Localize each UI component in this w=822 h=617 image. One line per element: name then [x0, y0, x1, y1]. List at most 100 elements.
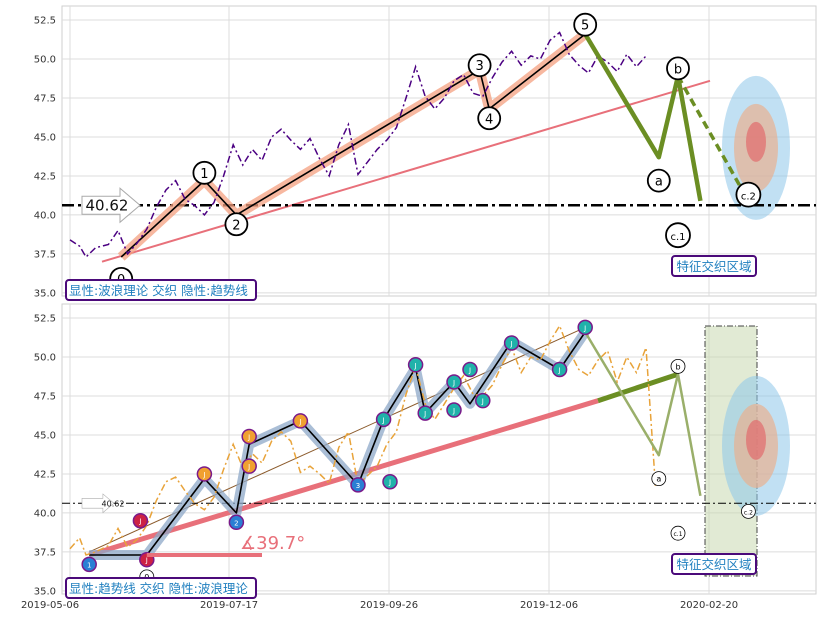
wave-marker [81, 556, 97, 573]
info-box [65, 577, 257, 599]
wave-marker-label: J [202, 471, 205, 479]
wave-label-circle [573, 12, 598, 37]
y-tick-label: 50.0 [34, 353, 56, 364]
wave-label: c.1 [670, 232, 685, 243]
region-label: 特征交织区域 [676, 557, 751, 572]
wave-marker-label: J [414, 362, 417, 370]
wave-marker [228, 514, 245, 531]
wave-label: c.2 [741, 192, 756, 203]
wave-label-circle [741, 503, 756, 519]
x-tick-label: 2020-02-20 [680, 600, 738, 611]
wave-marker [577, 319, 593, 336]
wave-label: 2 [232, 218, 240, 233]
price-series-line [69, 31, 647, 259]
wave-label-circle [477, 106, 502, 131]
wave-marker [241, 428, 257, 445]
x-tick-label: 2019-05-06 [21, 600, 79, 611]
wave-label: b [674, 62, 682, 77]
level-label: 40.62 [86, 196, 129, 214]
wave-marker-label: J [298, 418, 301, 426]
region-label: 特征交织区域 [676, 259, 751, 274]
price-series-line [69, 324, 657, 556]
wave-marker-label: J [388, 479, 391, 487]
wave-marker [196, 466, 213, 482]
wave-label-circle [670, 358, 686, 374]
x-tick-label: 2019-12-06 [520, 600, 578, 611]
wave-marker-label: J [468, 366, 471, 374]
wave-marker [350, 477, 366, 493]
y-tick-label: 35.0 [34, 586, 56, 597]
wave-marker [382, 473, 398, 490]
wave-label-circle [192, 160, 217, 185]
wave-marker-label: J [247, 463, 250, 471]
x-tick-label: 2019-07-17 [200, 600, 258, 611]
wave-marker-label: J [558, 366, 561, 374]
trendline-projection [597, 371, 679, 404]
wave-label-circle [670, 525, 686, 541]
top-panel: 35.037.540.042.545.047.550.052.5012345ab… [34, 5, 817, 301]
info-box-text: 显性:波浪理论 交织 隐性:趋势线 [69, 283, 248, 298]
wave-label-circle [646, 168, 671, 193]
wave-marker [551, 361, 568, 378]
correction-alt-path [676, 75, 750, 202]
wave-label: c.1 [673, 531, 682, 538]
y-tick-label: 40.0 [34, 210, 56, 221]
plot-area [61, 5, 817, 297]
y-tick-label: 47.5 [34, 93, 56, 104]
wave-marker [475, 392, 491, 409]
x-tick-label: 2019-09-26 [360, 600, 418, 611]
y-tick-label: 40.0 [34, 508, 56, 519]
wave-marker [241, 458, 257, 474]
wave-marker-label: J [481, 398, 484, 406]
wave-marker-label: J [247, 434, 250, 442]
level-label: 40.62 [102, 499, 125, 508]
y-tick-label: 45.0 [34, 132, 56, 143]
wave-label-circle [735, 181, 762, 208]
y-tick-label: 37.5 [34, 249, 56, 260]
wave-label: a [655, 175, 663, 190]
y-tick-label: 42.5 [34, 469, 56, 480]
wave-marker-label: J [145, 557, 148, 565]
wave-marker-label: J [382, 416, 385, 424]
angle-label: ∡39.7° [240, 533, 305, 554]
wave-marker [446, 374, 462, 390]
info-box-text: 显性:趋势线 交织 隐性:波浪理论 [69, 581, 248, 596]
level-label-arrow [81, 493, 115, 514]
wave-label: 3 [475, 59, 483, 74]
wave-label: 5 [581, 19, 589, 34]
feature-ellipse-core [746, 419, 766, 460]
wave-path [120, 33, 586, 258]
trendline [88, 398, 599, 558]
region-label-box [671, 553, 757, 575]
correction-path [584, 331, 702, 497]
y-tick-label: 52.5 [34, 314, 56, 325]
wave-marker [375, 411, 392, 428]
wave-marker [132, 512, 149, 529]
wave-marker-label: 3 [356, 482, 360, 490]
wave-marker-label: 1 [87, 561, 91, 569]
feature-ellipse-core [746, 121, 766, 162]
trendline [101, 79, 711, 263]
wave-marker-label: 2 [234, 519, 238, 527]
wave-marker-label: J [452, 379, 455, 387]
y-tick-label: 45.0 [34, 430, 56, 441]
wave-label: c.2 [744, 509, 753, 516]
wave-label: 4 [485, 112, 493, 127]
y-tick-label: 50.0 [34, 55, 56, 66]
wave-label-circle [224, 212, 249, 237]
wave-label-circle [467, 53, 492, 78]
bottom-panel: 35.0 37.5 40.0 42.5 45.0 47.5 50.0 52.5 2019-05-… [21, 303, 817, 611]
y-tick-label: 42.5 [34, 171, 56, 182]
wave-label: b [675, 362, 680, 371]
info-box [65, 279, 257, 301]
correction-path [583, 32, 703, 202]
wave-marker [292, 413, 309, 429]
wave-marker [417, 405, 433, 421]
wave-marker [407, 357, 424, 373]
wave-label-circle [665, 222, 691, 249]
wave-label-circle [666, 56, 690, 81]
wave-marker [503, 335, 520, 351]
wave-label: 1 [200, 167, 208, 182]
wave-marker-label: J [452, 407, 455, 415]
